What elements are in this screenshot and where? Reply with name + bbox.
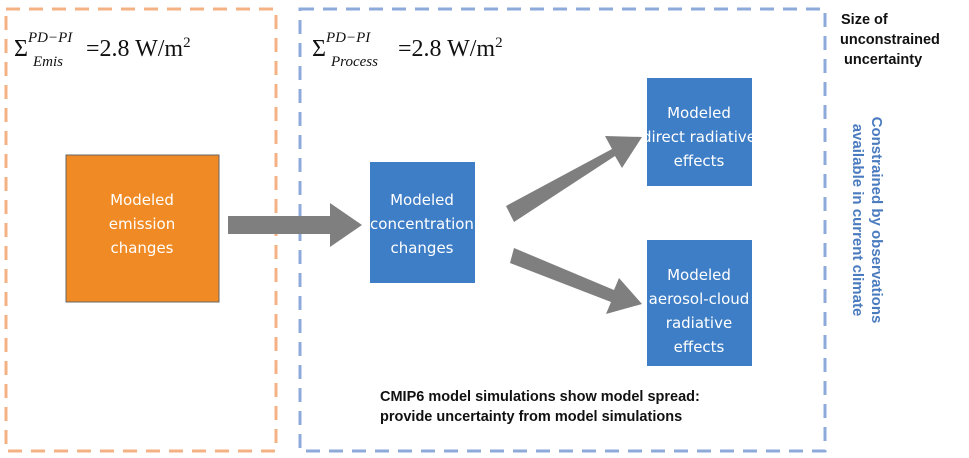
box-label: Modeled <box>110 191 174 209</box>
box-label: direct radiative <box>642 128 756 146</box>
formula-sup: PD−PI <box>27 30 73 46</box>
arrow <box>228 203 362 247</box>
side-line: unconstrained <box>840 32 940 48</box>
formula-sub: Process <box>330 54 378 70</box>
vertical-line: available in current climate <box>849 124 866 317</box>
sigma: Σ <box>14 36 28 62</box>
vertical-line: Constrained by observations <box>868 117 885 324</box>
emission-formula: ΣPD−PI Emis =2.8 W/m2 <box>14 30 191 70</box>
box-label: concentration <box>370 215 474 233</box>
process-formula: ΣPD−PI Process =2.8 W/m2 <box>312 30 503 70</box>
side-line: Size of <box>841 12 888 28</box>
box-label: changes <box>110 239 173 257</box>
box-label: Modeled <box>667 104 731 122</box>
concentration-box <box>370 162 475 283</box>
note-line: CMIP6 model simulations show model sprea… <box>380 389 700 405</box>
arrow <box>506 136 642 222</box>
side-line: uncertainty <box>840 52 922 68</box>
side-label: Size of unconstrained uncertainty <box>840 12 940 68</box>
box-label: aerosol-cloud <box>649 290 750 308</box>
formula-value: =2.8 W/m <box>398 36 495 62</box>
box-label: changes <box>390 239 453 257</box>
emission-box <box>65 154 220 303</box>
sigma: Σ <box>312 36 326 62</box>
box-label: Modeled <box>667 266 731 284</box>
formula-sup: PD−PI <box>325 30 371 46</box>
arrows <box>228 136 642 314</box>
aerosol-box <box>647 240 752 366</box>
formula-sub: Emis <box>32 54 63 70</box>
box-label: effects <box>674 338 725 356</box>
box-texts: Modeled emission changes Modeled concentrati… <box>109 104 756 356</box>
box-label: effects <box>674 152 725 170</box>
formula-value: =2.8 W/m <box>86 36 183 62</box>
arrow <box>510 248 642 314</box>
box-label: Modeled <box>390 191 454 209</box>
box-label: emission <box>109 215 176 233</box>
note-line: provide uncertainty from model simulatio… <box>380 409 682 425</box>
formula-exp: 2 <box>183 35 191 51</box>
direct-box <box>647 78 752 186</box>
note: CMIP6 model simulations show model sprea… <box>380 389 700 425</box>
box-label: radiative <box>666 314 732 332</box>
formula-exp: 2 <box>495 35 503 51</box>
